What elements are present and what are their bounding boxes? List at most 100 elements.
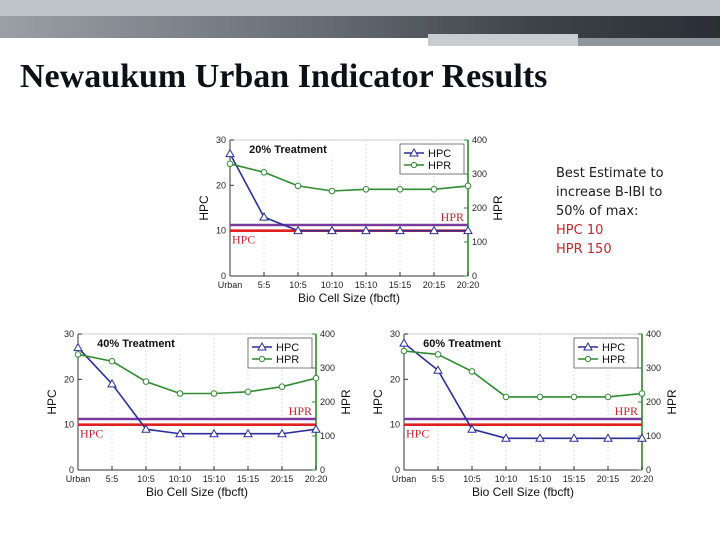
x-axis-label: Bio Cell Size (fbcft) <box>146 485 248 499</box>
hpr-data-point <box>570 393 578 401</box>
header-light-band <box>0 0 720 16</box>
x-tick-label: 20:15 <box>271 474 294 484</box>
legend-hpr-marker <box>410 161 418 169</box>
hpc-data-point <box>603 433 613 442</box>
hpc-data-point <box>259 212 269 221</box>
left-tick-label: 20 <box>216 180 226 190</box>
left-tick-label: 10 <box>216 226 226 236</box>
hpc-data-point <box>73 342 83 352</box>
legend-hpc-label: HPC <box>428 148 451 160</box>
right-tick-label: 100 <box>472 237 487 247</box>
left-tick-label: 10 <box>64 420 74 430</box>
hpr-data-point <box>226 160 234 168</box>
header-accent-block <box>428 34 578 46</box>
hpr-data-point <box>638 390 646 397</box>
legend-hpc-label: HPC <box>276 342 299 354</box>
left-tick-label: 30 <box>390 329 400 339</box>
left-tick-label: 0 <box>69 465 74 475</box>
right-tick-label: 0 <box>472 271 477 281</box>
note-line-1: Best Estimate to <box>556 166 664 181</box>
slide-title: Newaukum Urban Indicator Results <box>20 58 548 95</box>
legend-hpr-label: HPR <box>428 160 451 172</box>
chart-title: 20% Treatment <box>249 144 327 156</box>
hpc-data-point <box>463 225 473 235</box>
x-tick-label: 20:15 <box>597 474 620 484</box>
right-tick-label: 100 <box>646 431 661 441</box>
legend-box <box>247 337 313 369</box>
header-dark-band <box>0 16 720 38</box>
hpc-data-point <box>467 424 477 433</box>
x-tick-label: 20:20 <box>305 474 328 484</box>
right-tick-label: 0 <box>320 465 325 475</box>
hpr-series-line <box>229 163 469 192</box>
right-tick-label: 400 <box>646 329 661 339</box>
hpr-data-point <box>108 357 116 365</box>
right-tick-label: 400 <box>472 135 487 145</box>
x-tick-label: 15:10 <box>203 474 226 484</box>
x-tick-label: 20:15 <box>423 280 446 290</box>
hpc-data-point <box>175 428 185 438</box>
legend-hpc-label: HPC <box>602 342 625 354</box>
x-axis-label: Bio Cell Size (fbcft) <box>298 291 400 305</box>
right-tick-label: 100 <box>320 431 335 441</box>
hpc-series-line <box>229 153 468 232</box>
hpc-data-point <box>141 424 151 433</box>
hpc-data-point <box>569 433 579 442</box>
hpr-reference-label: HPR <box>289 404 312 418</box>
hpr-series-line <box>77 353 317 395</box>
left-axis-label: HPC <box>371 389 385 415</box>
hpc-data-point <box>501 433 511 442</box>
legend-hpr-marker <box>258 355 266 363</box>
hpc-data-point <box>361 225 371 235</box>
right-tick-label: 300 <box>320 363 335 373</box>
slide-header-bar <box>0 0 720 46</box>
hpr-data-point <box>312 374 320 382</box>
hpc-data-point <box>327 225 337 235</box>
hpr-data-point <box>294 182 302 190</box>
hpc-data-point <box>433 365 443 374</box>
note-hpr-value: HPR 150 <box>556 242 612 257</box>
hpc-data-point <box>277 428 287 438</box>
chart-title-box <box>240 141 336 157</box>
hpr-series-line <box>403 350 643 398</box>
x-tick-label: 20:20 <box>457 280 480 290</box>
hpr-data-point <box>396 186 404 193</box>
left-tick-label: 0 <box>221 271 226 281</box>
hpc-data-point <box>311 424 321 433</box>
hpc-data-point <box>535 433 545 442</box>
right-axis-label: HPR <box>665 389 679 415</box>
left-tick-label: 10 <box>390 420 400 430</box>
x-tick-label: 15:10 <box>529 474 552 484</box>
chart-title: 60% Treatment <box>423 338 501 350</box>
x-tick-label: Urban <box>392 474 417 484</box>
hpr-data-point <box>278 383 286 390</box>
right-tick-label: 300 <box>472 169 487 179</box>
right-axis-label: HPR <box>339 389 353 415</box>
hpr-data-point <box>142 378 150 385</box>
legend-box <box>399 143 465 175</box>
hpc-reference-label: HPC <box>232 233 255 247</box>
best-estimate-note: Best Estimate to increase B-IBI to 50% o… <box>556 164 718 259</box>
hpr-reference-label: HPR <box>441 210 464 224</box>
legend-hpr-label: HPR <box>276 354 299 366</box>
hpc-series-line <box>77 347 317 435</box>
right-tick-label: 200 <box>472 203 487 213</box>
x-tick-label: 10:5 <box>463 474 481 484</box>
hpr-reference-label: HPR <box>615 404 638 418</box>
x-tick-label: Urban <box>218 280 243 290</box>
chart-title-box <box>414 335 510 351</box>
hpc-data-point <box>243 428 253 438</box>
legend-hpc-marker <box>409 147 419 157</box>
header-accent-strip <box>578 38 720 46</box>
hpc-reference-label: HPC <box>406 427 429 441</box>
note-line-3: 50% of max: <box>556 204 639 219</box>
x-axis-label: Bio Cell Size (fbcft) <box>472 485 574 499</box>
hpc-series-line <box>403 342 642 440</box>
x-tick-label: 10:10 <box>495 474 518 484</box>
x-tick-label: 10:5 <box>289 280 307 290</box>
legend-hpc-marker <box>257 341 267 351</box>
legend-box <box>573 337 639 369</box>
x-tick-label: 5:5 <box>432 474 445 484</box>
right-tick-label: 0 <box>646 465 651 475</box>
